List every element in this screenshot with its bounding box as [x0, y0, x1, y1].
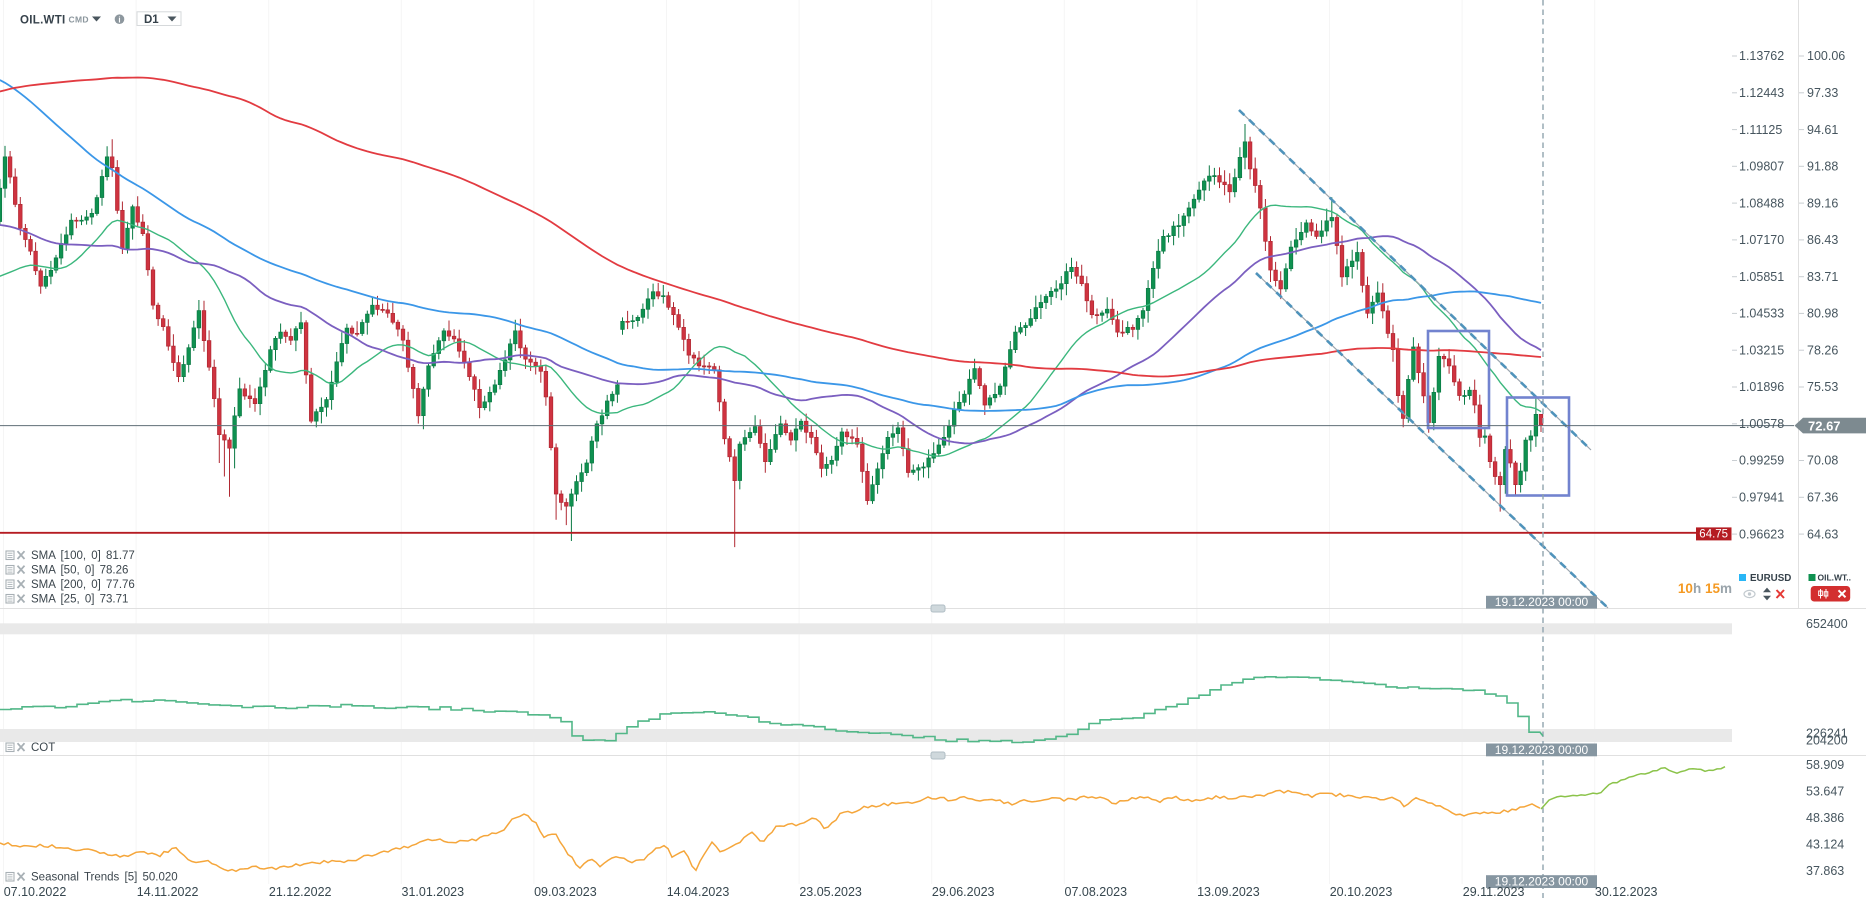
svg-text:1.01896: 1.01896 [1739, 380, 1784, 394]
svg-text:SMA [25, 0] 73.71: SMA [25, 0] 73.71 [31, 594, 128, 606]
svg-text:1.07170: 1.07170 [1739, 233, 1784, 247]
svg-text:1.04533: 1.04533 [1739, 307, 1784, 321]
svg-text:19.12.2023 00:00: 19.12.2023 00:00 [1495, 743, 1589, 757]
svg-text:19.12.2023 00:00: 19.12.2023 00:00 [1495, 875, 1589, 889]
svg-text:80.98: 80.98 [1807, 307, 1838, 321]
svg-text:53.647: 53.647 [1806, 785, 1844, 799]
svg-text:10h 15m: 10h 15m [1678, 581, 1732, 596]
svg-text:37.863: 37.863 [1806, 864, 1844, 878]
svg-text:204200: 204200 [1806, 734, 1848, 748]
svg-text:1.05851: 1.05851 [1739, 270, 1784, 284]
svg-text:i: i [118, 15, 120, 24]
svg-text:72.67: 72.67 [1808, 418, 1841, 433]
svg-text:78.26: 78.26 [1807, 343, 1838, 357]
svg-text:07.08.2023: 07.08.2023 [1065, 885, 1128, 899]
svg-text:OIL.WT..: OIL.WT.. [1818, 573, 1852, 583]
svg-text:226241: 226241 [1806, 727, 1848, 741]
svg-text:0.99259: 0.99259 [1739, 454, 1784, 468]
svg-text:21.12.2022: 21.12.2022 [269, 885, 332, 899]
svg-text:67.36: 67.36 [1807, 491, 1838, 505]
svg-text:64.75: 64.75 [1699, 529, 1728, 541]
svg-text:20.10.2023: 20.10.2023 [1330, 885, 1393, 899]
svg-text:70.08: 70.08 [1807, 454, 1838, 468]
svg-text:19.12.2023 00:00: 19.12.2023 00:00 [1495, 595, 1589, 609]
svg-text:1.09807: 1.09807 [1739, 160, 1784, 174]
svg-text:91.88: 91.88 [1807, 160, 1838, 174]
svg-text:CMD: CMD [69, 14, 89, 24]
svg-text:97.33: 97.33 [1807, 86, 1838, 100]
svg-text:58.909: 58.909 [1806, 758, 1844, 772]
svg-text:Seasonal Trends [5] 50.020: Seasonal Trends [5] 50.020 [31, 872, 178, 884]
svg-text:EURUSD: EURUSD [1750, 573, 1791, 584]
svg-text:94.61: 94.61 [1807, 123, 1838, 137]
svg-text:83.71: 83.71 [1807, 270, 1838, 284]
svg-text:13.09.2023: 13.09.2023 [1197, 885, 1260, 899]
svg-text:1.12443: 1.12443 [1739, 86, 1784, 100]
svg-text:43.124: 43.124 [1806, 838, 1844, 852]
svg-text:0.97941: 0.97941 [1739, 491, 1784, 505]
svg-text:75.53: 75.53 [1807, 380, 1838, 394]
svg-text:30.12.2023: 30.12.2023 [1595, 885, 1658, 899]
svg-text:14.04.2023: 14.04.2023 [667, 885, 730, 899]
svg-text:1.13762: 1.13762 [1739, 49, 1784, 63]
svg-text:1.03215: 1.03215 [1739, 343, 1784, 357]
svg-text:89.16: 89.16 [1807, 196, 1838, 210]
svg-text:652400: 652400 [1806, 617, 1848, 631]
svg-text:23.05.2023: 23.05.2023 [799, 885, 862, 899]
svg-text:D1: D1 [144, 14, 159, 26]
svg-text:100.06: 100.06 [1807, 49, 1845, 63]
svg-text:48.386: 48.386 [1806, 811, 1844, 825]
svg-text:31.01.2023: 31.01.2023 [402, 885, 465, 899]
svg-text:14.11.2022: 14.11.2022 [137, 885, 199, 899]
svg-text:07.10.2022: 07.10.2022 [4, 885, 67, 899]
svg-text:1.00578: 1.00578 [1739, 417, 1784, 431]
svg-text:64.63: 64.63 [1807, 527, 1838, 541]
svg-text:OIL.WTI: OIL.WTI [20, 15, 66, 27]
svg-text:SMA [200, 0] 77.76: SMA [200, 0] 77.76 [31, 579, 135, 591]
svg-text:86.43: 86.43 [1807, 233, 1838, 247]
svg-text:1.11125: 1.11125 [1739, 123, 1782, 137]
svg-text:1.08488: 1.08488 [1739, 196, 1784, 210]
svg-text:29.11.2023: 29.11.2023 [1463, 885, 1525, 899]
svg-text:SMA [50, 0] 78.26: SMA [50, 0] 78.26 [31, 565, 128, 577]
svg-text:0.96623: 0.96623 [1739, 527, 1784, 541]
svg-text:SMA [100, 0] 81.77: SMA [100, 0] 81.77 [31, 550, 135, 562]
svg-text:09.03.2023: 09.03.2023 [534, 885, 597, 899]
svg-text:29.06.2023: 29.06.2023 [932, 885, 995, 899]
svg-text:COT: COT [31, 742, 55, 754]
